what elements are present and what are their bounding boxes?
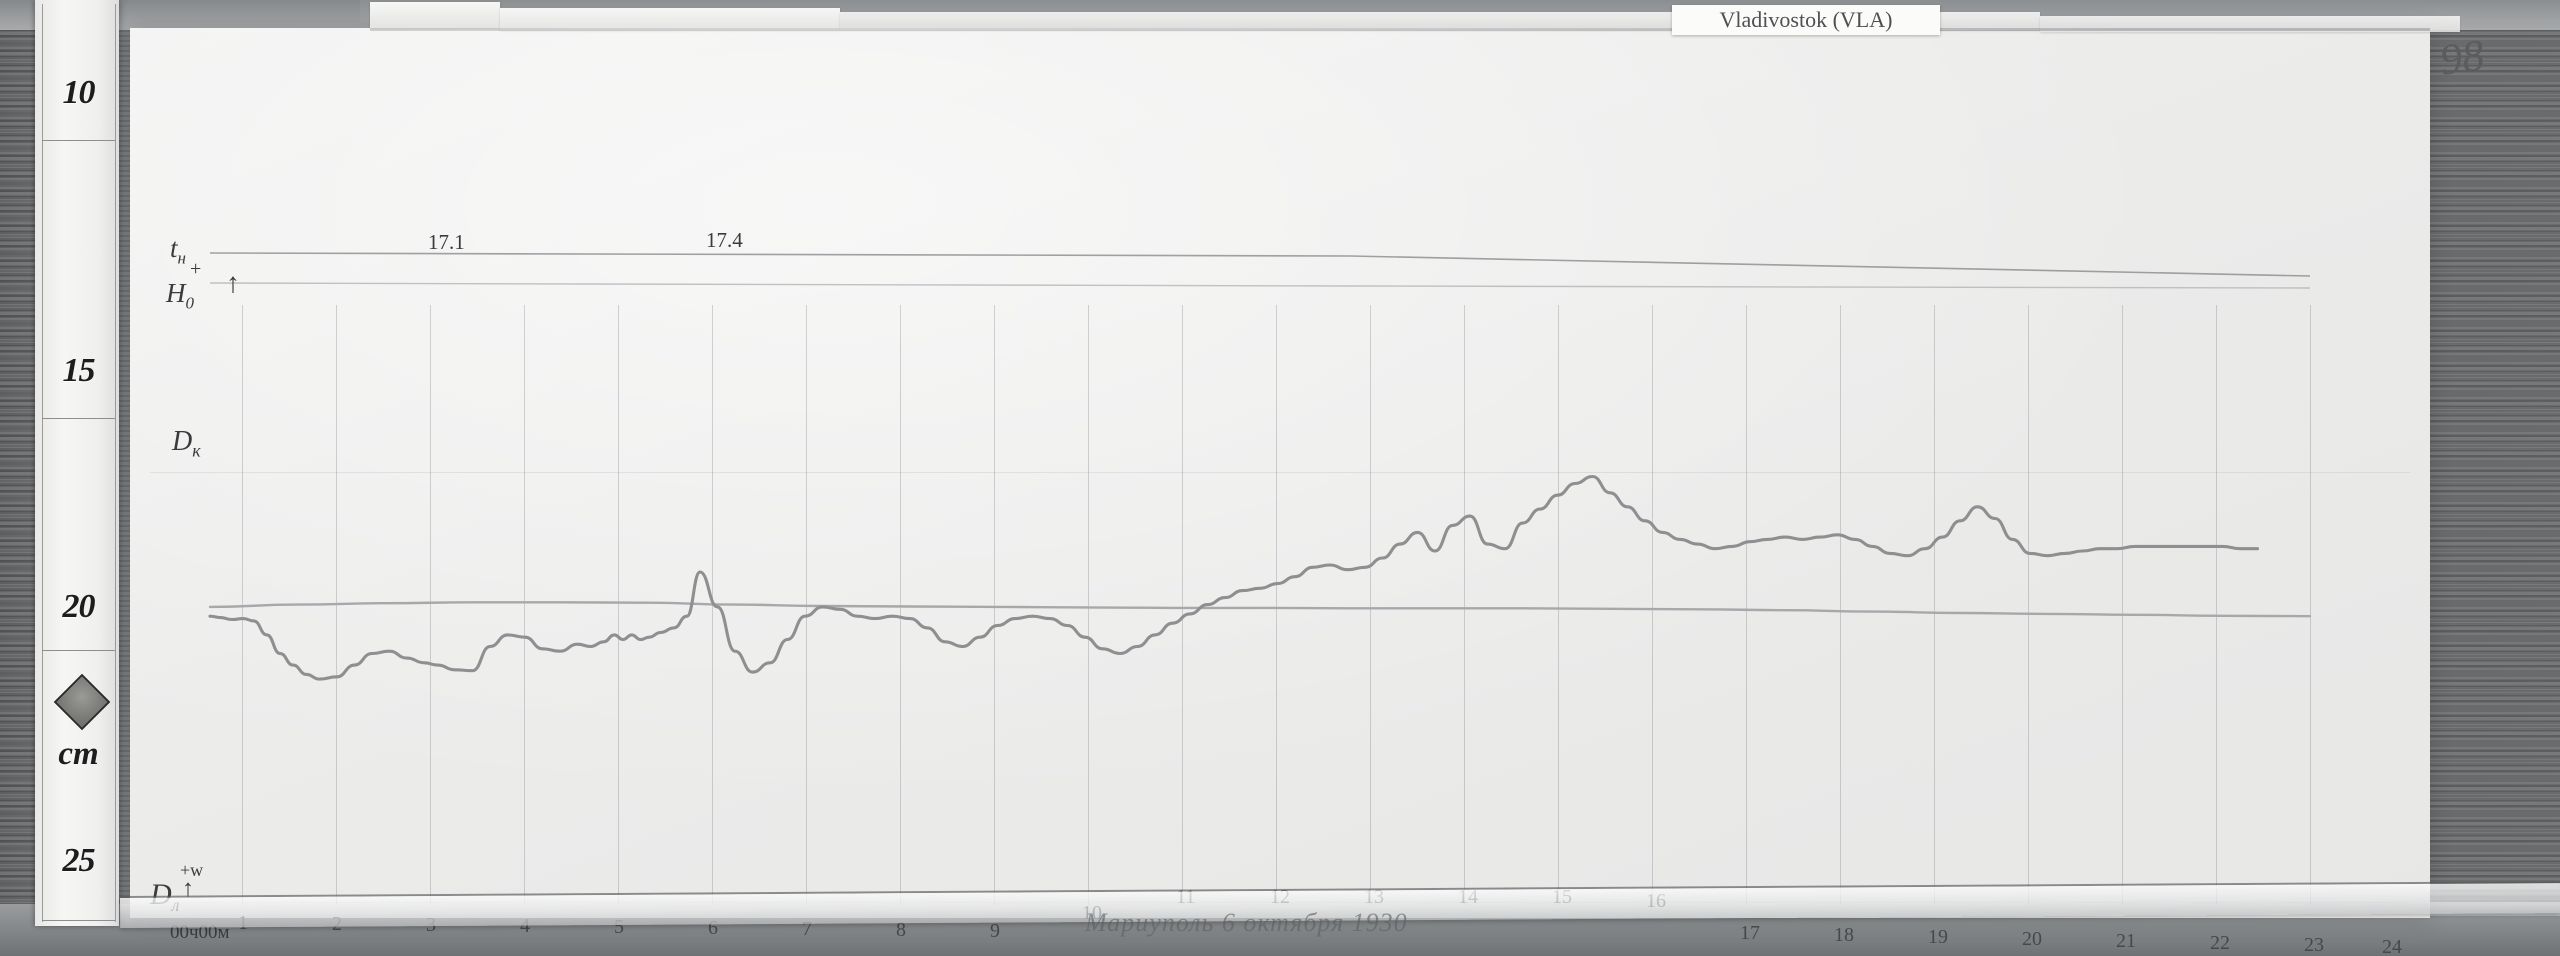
ruler-tick-20	[42, 650, 115, 651]
gridline-v	[430, 305, 431, 905]
gridline-v	[2122, 305, 2123, 905]
gridline-v	[1276, 305, 1277, 905]
hour-tick-4: 4	[520, 915, 530, 937]
gridline-v	[1840, 305, 1841, 905]
axis-plus-sign: +	[190, 258, 202, 280]
station-label-sticker: Vladivostok (VLA)	[1672, 5, 1940, 35]
ruler-label-10: 10	[62, 74, 96, 111]
hour-tick-20: 20	[2022, 928, 2042, 950]
hour-tick-18: 18	[1834, 924, 1854, 946]
gridline-v	[1652, 305, 1653, 905]
ruler-unit-label: cm	[58, 736, 99, 772]
trace-baseline	[208, 601, 2312, 618]
hour-tick-5: 5	[614, 916, 624, 938]
origin-superscript: +w	[180, 860, 204, 880]
hour-tick-9: 9	[990, 920, 1000, 942]
gridline-v	[2028, 305, 2029, 905]
ruler-label-15: 15	[62, 352, 96, 389]
axis-label-h0: H0	[166, 278, 194, 313]
gridline-v	[1464, 305, 1465, 905]
ruler-body-lines	[42, 4, 116, 922]
hour-tick-21: 21	[2116, 930, 2136, 952]
gridline-v	[1182, 305, 1183, 905]
handwritten-caption: Мариуполь 6 октября 1930	[1085, 908, 1408, 937]
trace-line-dk	[208, 474, 2260, 681]
ruler-tick-15	[42, 418, 115, 419]
tape-seam-line	[370, 28, 2430, 31]
gridline-v	[1088, 305, 1089, 905]
ruler-label-25: 25	[62, 842, 96, 879]
hour-tick-19: 19	[1928, 926, 1948, 948]
hour-tick-22: 22	[2210, 932, 2230, 954]
reference-line-tn	[209, 252, 2311, 277]
desk-grain-right	[2430, 0, 2560, 956]
chart-plot-area: tн + H0 ↑ Dк 17.1 17.4 +w ↑ Dл 00ч00м 1 …	[150, 40, 2410, 956]
station-label-text: Vladivostok (VLA)	[1719, 7, 1893, 32]
gridline-v	[618, 305, 619, 905]
hour-tick-8: 8	[896, 919, 906, 941]
gridline-v	[1934, 305, 1935, 905]
gridline-h-mid	[150, 472, 2410, 473]
ruler-tick-25	[42, 920, 115, 921]
tape-strip-2	[500, 8, 840, 30]
gridline-v	[900, 305, 901, 905]
gridline-v	[242, 305, 243, 905]
hour-tick-17: 17	[1740, 922, 1760, 944]
axis-label-tn: tн	[170, 233, 186, 268]
axis-arrow-up-icon: ↑	[226, 268, 240, 299]
desk-grain-left	[0, 0, 36, 956]
tape-strip-1	[370, 2, 500, 28]
ruler-tick-10	[42, 140, 115, 141]
gridline-v	[524, 305, 525, 905]
measuring-ruler	[35, 0, 119, 926]
ruler-label-20: 20	[62, 588, 96, 625]
gridline-v	[994, 305, 995, 905]
gridline-v	[2310, 305, 2311, 905]
hour-tick-7: 7	[802, 918, 812, 940]
gridline-v	[1558, 305, 1559, 905]
reference-line-h0	[209, 282, 2311, 289]
seismogram-traces	[208, 252, 2312, 681]
gridline-v	[1746, 305, 1747, 905]
gridline-v	[2216, 305, 2217, 905]
trace-label-dk: Dк	[172, 426, 201, 461]
hour-tick-23: 23	[2304, 934, 2324, 956]
annotation-value-2: 17.4	[706, 228, 743, 252]
hour-tick-24: 24	[2382, 936, 2402, 956]
hour-tick-6: 6	[708, 917, 718, 939]
annotation-value-1: 17.1	[428, 230, 465, 254]
sheet-number-handwritten: 98	[2436, 30, 2488, 85]
gridline-v	[1370, 305, 1371, 905]
